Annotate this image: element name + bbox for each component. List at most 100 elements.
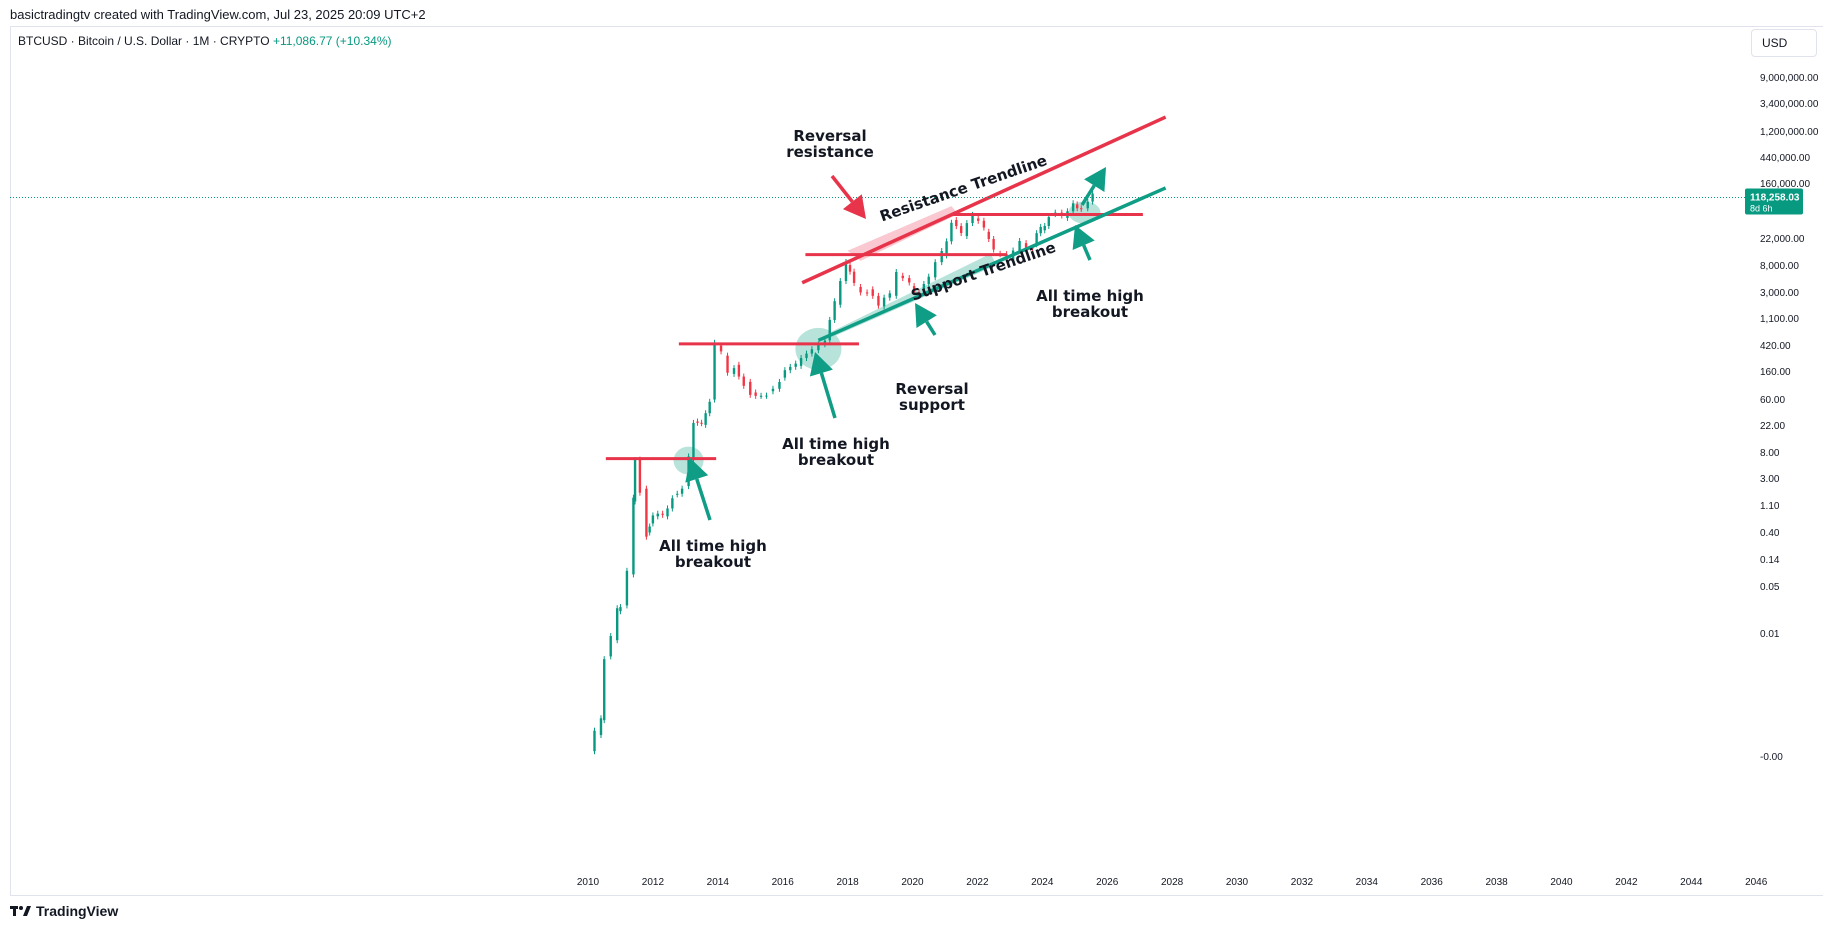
x-tick-label: 2032 <box>1291 877 1314 888</box>
annotation-arrow-shaft <box>830 174 854 203</box>
candle-body <box>888 293 891 298</box>
candle-body <box>749 381 752 395</box>
y-tick-label: 160,000.00 <box>1760 179 1810 190</box>
price-series <box>593 190 1094 755</box>
symbol-legend[interactable]: BTCUSD · Bitcoin / U.S. Dollar · 1M · CR… <box>18 34 392 48</box>
candle-body <box>955 220 958 227</box>
annotation-label: All time high <box>659 537 767 555</box>
candle-body <box>1071 203 1075 212</box>
candle-body <box>700 422 703 424</box>
candle-body <box>833 301 836 320</box>
candle-body <box>609 636 612 657</box>
tradingview-logo[interactable]: TradingView <box>10 903 118 919</box>
candle-body <box>1043 225 1046 231</box>
y-tick-label: 440,000.00 <box>1760 153 1810 164</box>
support-trendline <box>817 186 1167 342</box>
candle-body <box>1080 208 1083 210</box>
x-tick-label: 2028 <box>1161 877 1184 888</box>
y-tick-label: 3,000.00 <box>1760 288 1799 299</box>
candle-body <box>603 659 606 721</box>
candle-body <box>616 608 619 641</box>
annotation-arrow-shaft <box>1082 244 1092 261</box>
annotation-arrow-head <box>1084 167 1106 193</box>
y-tick-label: -0.00 <box>1760 752 1783 763</box>
annotation-label: Reversal <box>793 127 866 145</box>
annotation-arrow-shaft <box>925 320 937 336</box>
x-tick-label: 2024 <box>1031 877 1054 888</box>
candle-body <box>645 488 648 537</box>
y-tick-label: 1.10 <box>1760 501 1780 512</box>
candle-body <box>732 368 736 374</box>
candle-body <box>839 281 842 305</box>
candle-body <box>638 459 642 493</box>
candle-body <box>632 497 635 575</box>
candle-body <box>950 222 953 242</box>
annotation-arrow-head <box>842 194 866 219</box>
tradingview-logo-icon <box>10 906 31 916</box>
candle-body <box>971 214 974 224</box>
candle-body <box>810 349 814 354</box>
x-tick-label: 2040 <box>1550 877 1573 888</box>
y-tick-label: 0.01 <box>1760 629 1780 640</box>
candle-body <box>765 395 768 397</box>
candle-body <box>778 381 781 389</box>
candle-body <box>934 262 937 278</box>
drawing-arrows <box>685 167 1106 521</box>
candle-body <box>1035 233 1038 245</box>
candle-body <box>922 283 926 290</box>
candle-body <box>987 231 990 239</box>
x-tick-label: 2022 <box>966 877 989 888</box>
candle-body <box>593 730 596 752</box>
annotation-label: All time high <box>1036 287 1144 305</box>
candle-body <box>625 570 629 606</box>
candle-body <box>692 422 695 460</box>
chart-frame <box>10 26 1823 896</box>
y-tick-label: 8.00 <box>1760 448 1780 459</box>
x-tick-label: 2030 <box>1226 877 1249 888</box>
candle-body <box>805 353 808 359</box>
candle-body <box>696 421 699 423</box>
annotation-arrow-shaft <box>695 478 712 521</box>
y-tick-label: 3,400,000.00 <box>1760 99 1819 110</box>
candle-body <box>927 276 930 284</box>
candle-body <box>945 241 948 256</box>
candle-body <box>828 319 831 341</box>
candle-body <box>901 275 904 279</box>
candle-body <box>599 718 603 736</box>
candle-body <box>865 292 869 294</box>
annotation-label: breakout <box>1052 303 1128 321</box>
y-tick-label: 60.00 <box>1760 395 1785 406</box>
candle-body <box>823 340 827 345</box>
candle-body <box>992 238 995 250</box>
candle-body <box>651 515 655 524</box>
y-tick-label: 1,200,000.00 <box>1760 127 1819 138</box>
x-tick-label: 2012 <box>642 877 665 888</box>
x-tick-label: 2038 <box>1485 877 1508 888</box>
x-tick-label: 2010 <box>577 877 600 888</box>
candle-body <box>1047 217 1050 226</box>
candle-body <box>671 498 674 509</box>
annotation-label: support <box>899 396 965 414</box>
candle-body <box>882 297 886 307</box>
candle-body <box>848 265 852 272</box>
candle-body <box>917 292 921 294</box>
last-price-badge <box>1745 188 1803 215</box>
resistance-trendline <box>801 115 1167 285</box>
candle-body <box>619 607 622 612</box>
candle-body <box>789 366 792 371</box>
time-axis: 2010 2012 2014 2016 2018 2020 2022 2024 2026 2028… <box>577 877 1768 888</box>
candle-body <box>719 345 723 352</box>
annotation-label: All time high <box>782 435 890 453</box>
y-tick-label: 3.00 <box>1760 474 1780 485</box>
currency-selector[interactable]: USD <box>1751 29 1817 57</box>
annotation-arrow-shaft <box>819 372 837 419</box>
candle-body <box>844 261 848 282</box>
candle-body <box>1086 201 1089 209</box>
candle-body <box>1018 240 1021 251</box>
candle-body <box>871 289 874 296</box>
y-tick-label: 9,000,000.00 <box>1760 73 1819 84</box>
bar-countdown: 8d 6h <box>1750 203 1773 213</box>
candle-body <box>965 223 969 237</box>
y-tick-label: 160.00 <box>1760 367 1791 378</box>
